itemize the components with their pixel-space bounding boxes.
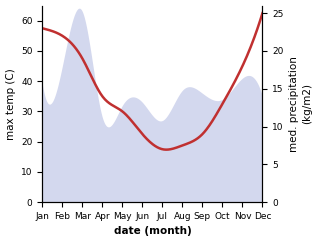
Y-axis label: max temp (C): max temp (C) — [5, 68, 16, 140]
Y-axis label: med. precipitation
(kg/m2): med. precipitation (kg/m2) — [289, 56, 313, 152]
X-axis label: date (month): date (month) — [114, 227, 191, 236]
